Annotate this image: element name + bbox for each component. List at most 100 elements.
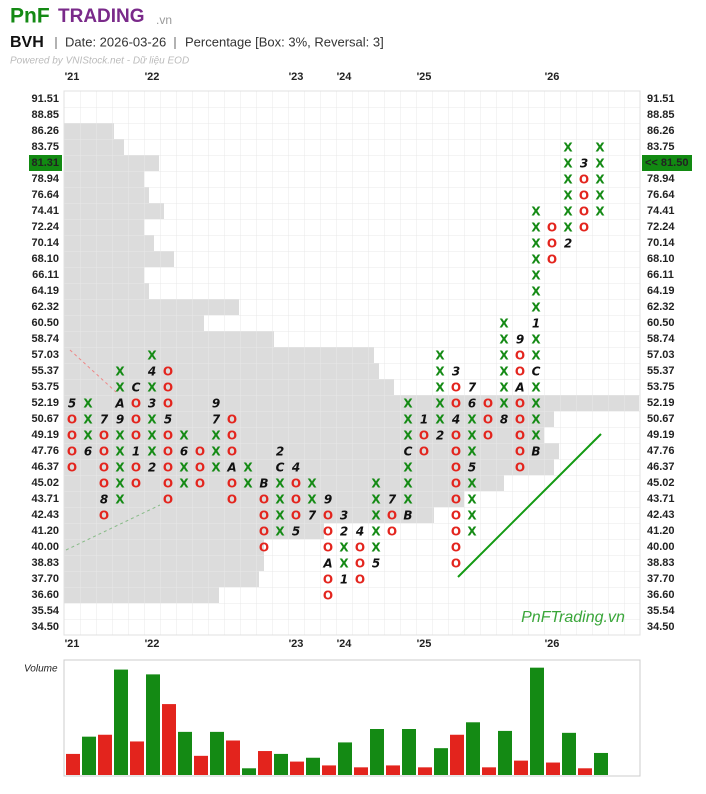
box-glyph: O (355, 541, 365, 555)
pnf-column: OOO (195, 445, 205, 491)
box-glyph: X (275, 493, 285, 507)
y-tick-label: 91.51 (31, 93, 59, 105)
volume-bar (402, 729, 416, 775)
box-glyph: X (371, 509, 381, 523)
box-glyph: X (435, 413, 445, 427)
box-glyph: X (531, 301, 541, 315)
y-tick-label: 43.71 (647, 493, 675, 505)
pnf-column: XX 1 2 3 (339, 509, 349, 587)
month-marker: C (276, 461, 285, 475)
box-glyph: O (451, 509, 461, 523)
box-glyph: X (403, 397, 413, 411)
y-tick-label: 86.26 (31, 125, 59, 137)
box-glyph: X (147, 445, 157, 459)
month-marker: 4 (355, 525, 364, 539)
volume-bar (290, 761, 304, 775)
box-glyph: O (387, 525, 397, 539)
box-glyph: X (563, 189, 573, 203)
y-tick-label: 68.10 (647, 253, 675, 265)
y-tick-label: 43.71 (31, 493, 59, 505)
month-marker: 7 (468, 381, 477, 395)
month-marker: 9 (516, 333, 524, 347)
y-tick-label: 60.50 (31, 317, 59, 329)
box-glyph: X (339, 557, 349, 571)
y-tick-label: 50.67 (31, 413, 59, 425)
box-glyph: X (467, 493, 477, 507)
box-glyph: X (403, 429, 413, 443)
box-glyph: O (67, 429, 77, 443)
x-label-top: '25 (417, 71, 432, 83)
box-glyph: X (531, 397, 541, 411)
volume-bar (354, 767, 368, 775)
volume-bar (482, 767, 496, 775)
box-glyph: X (563, 205, 573, 219)
box-glyph: O (291, 493, 301, 507)
brand-left: PnF (10, 5, 50, 28)
box-glyph: X (211, 461, 221, 475)
box-glyph: O (67, 413, 77, 427)
box-glyph: X (83, 413, 93, 427)
box-glyph: X (115, 445, 125, 459)
y-tick-label: 70.14 (647, 237, 675, 249)
box-glyph: O (579, 205, 589, 219)
month-marker: 1 (532, 317, 540, 331)
y-tick-label: 81.31 (31, 157, 59, 169)
x-label-top: '23 (289, 71, 304, 83)
box-glyph: X (115, 477, 125, 491)
box-glyph: X (531, 333, 541, 347)
box-glyph: O (547, 221, 557, 235)
box-glyph: X (531, 381, 541, 395)
box-glyph: X (115, 429, 125, 443)
month-marker: 1 (420, 413, 428, 427)
box-glyph: X (435, 349, 445, 363)
volume-bar (306, 757, 320, 775)
box-glyph: O (99, 461, 109, 475)
volume-bar (98, 734, 112, 775)
box-glyph: X (403, 493, 413, 507)
volume-bar (338, 742, 352, 775)
box-glyph: X (403, 477, 413, 491)
pnf-column: OO 1 (419, 413, 429, 459)
symbol: BVH (10, 34, 44, 51)
month-marker: 5 (468, 461, 476, 475)
box-glyph: O (195, 477, 205, 491)
x-label-bottom: '22 (145, 638, 160, 650)
box-glyph: O (515, 349, 525, 363)
pnf-column: XX 7 (307, 477, 317, 523)
box-glyph: O (451, 477, 461, 491)
trend-line (457, 433, 602, 578)
x-label-bottom: '23 (289, 638, 304, 650)
box-glyph: O (131, 461, 141, 475)
box-glyph: X (531, 285, 541, 299)
box-glyph: X (563, 221, 573, 235)
y-tick-label: 49.19 (31, 429, 59, 441)
month-marker: 2 (276, 445, 284, 459)
y-tick-label: 55.37 (647, 365, 675, 377)
y-tick-label: 88.85 (647, 109, 675, 121)
box-glyph: X (435, 397, 445, 411)
box-glyph: O (579, 189, 589, 203)
box-glyph: X (307, 493, 317, 507)
y-tick-label: 41.20 (31, 525, 59, 537)
month-marker: 9 (116, 413, 124, 427)
y-tick-label: 58.74 (31, 333, 59, 345)
box-glyph: O (227, 493, 237, 507)
grid (63, 90, 641, 636)
y-tick-label: 64.19 (31, 285, 59, 297)
box-glyph: X (147, 413, 157, 427)
box-glyph: X (115, 381, 125, 395)
box-glyph: O (451, 429, 461, 443)
volume-bar (322, 765, 336, 775)
volume-bar (498, 730, 512, 775)
y-tick-label: 34.50 (31, 621, 59, 633)
box-glyph: X (531, 269, 541, 283)
